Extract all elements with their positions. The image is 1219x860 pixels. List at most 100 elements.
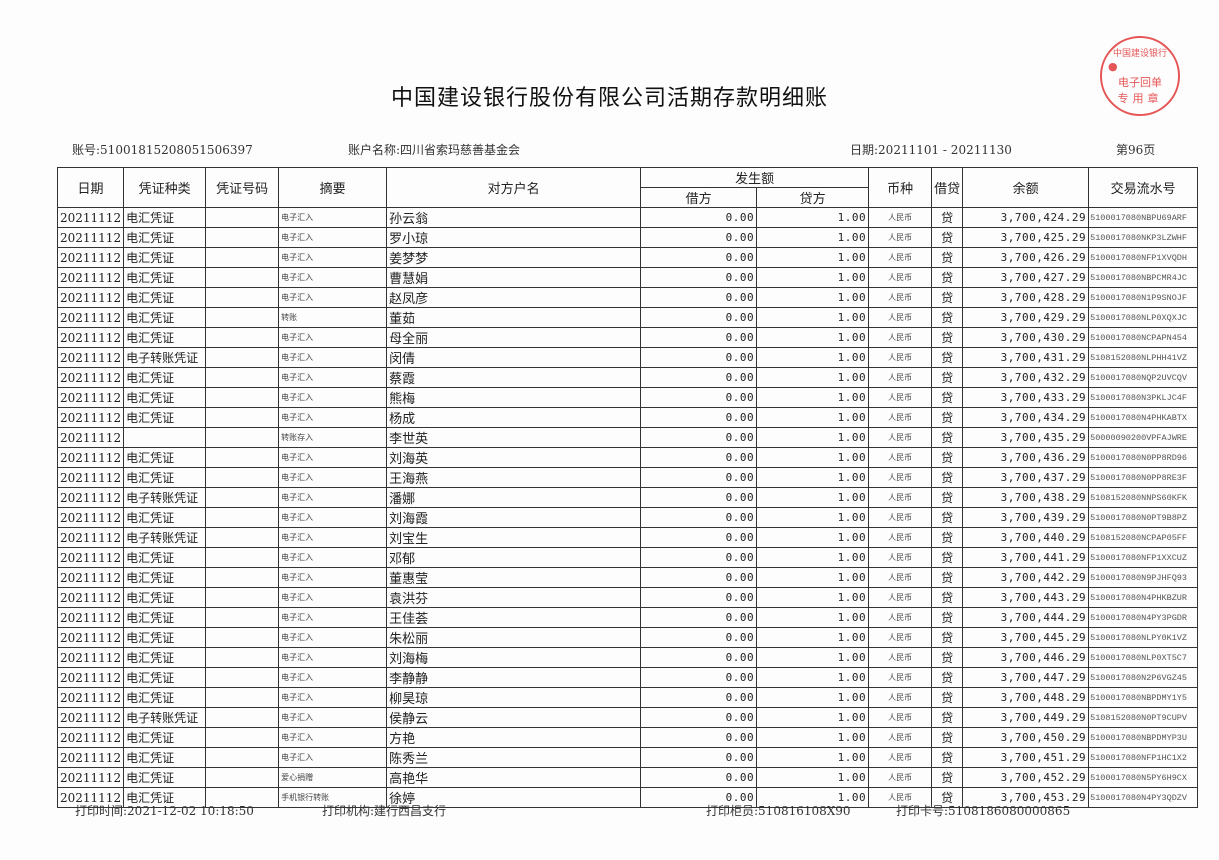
header-credit: 贷方 <box>756 187 870 208</box>
bank-seal-stamp: 中国建设银行 ● 电子回单 专用章 <box>1100 36 1180 116</box>
cell-serial: 5100017080N4PHKBZUR <box>1088 587 1199 608</box>
cell-voucher-type: 电汇凭证 <box>123 627 207 648</box>
cell-summary: 电子汇入 <box>278 467 388 488</box>
cell-dc: 贷 <box>931 227 964 248</box>
header-dc: 借贷 <box>931 167 964 208</box>
cell-balance: 3,700,447.29 <box>962 667 1090 688</box>
header-date: 日期 <box>56 167 125 208</box>
header-amount: 发生额 <box>640 167 870 188</box>
cell-summary: 电子汇入 <box>278 747 388 768</box>
cell-counterparty: 潘娜 <box>386 487 642 508</box>
cell-currency: 人民币 <box>868 347 933 368</box>
cell-serial: 50000090200VPFAJWRE <box>1088 427 1199 448</box>
cell-counterparty: 李世英 <box>386 427 642 448</box>
cell-counterparty: 高艳华 <box>386 767 642 788</box>
cell-summary: 电子汇入 <box>278 387 388 408</box>
cell-credit: 1.00 <box>756 627 870 648</box>
cell-date: 20211112 <box>56 347 125 368</box>
cell-serial: 5100017080NFP1HC1X2 <box>1088 747 1199 768</box>
cell-currency: 人民币 <box>868 607 933 628</box>
cell-counterparty: 侯静云 <box>386 707 642 728</box>
cell-currency: 人民币 <box>868 287 933 308</box>
cell-debit: 0.00 <box>640 307 758 328</box>
cell-serial: 5100017080N3PKLJC4F <box>1088 387 1199 408</box>
cell-date: 20211112 <box>56 647 125 668</box>
cell-voucher-type: 电汇凭证 <box>123 507 207 528</box>
cell-debit: 0.00 <box>640 667 758 688</box>
cell-voucher-type: 电汇凭证 <box>123 687 207 708</box>
cell-serial: 5100017080N4PY3QDZV <box>1088 787 1199 808</box>
cell-credit: 1.00 <box>756 647 870 668</box>
cell-debit: 0.00 <box>640 547 758 568</box>
cell-date: 20211112 <box>56 327 125 348</box>
cell-voucher-type: 电汇凭证 <box>123 247 207 268</box>
table-row: 20211112 电汇凭证 手机银行转账 徐婷 0.00 1.00 人民币贷 3,700,45… <box>56 787 1199 808</box>
cell-balance: 3,700,432.29 <box>962 367 1090 388</box>
cell-counterparty: 刘宝生 <box>386 527 642 548</box>
table-row: 20211112 电子转账凭证 电子汇入 潘娜 0.00 1.00 人民币贷 3,700,43… <box>56 487 1199 508</box>
cell-debit: 0.00 <box>640 207 758 228</box>
table-row: 20211112 电汇凭证 电子汇入 姜梦梦 0.00 1.00 人民币贷 3,700,426… <box>56 247 1199 268</box>
cell-voucher-no <box>205 527 280 548</box>
table-row: 20211112 电汇凭证 爱心捐赠 高艳华 0.00 1.00 人民币贷 3,700,452… <box>56 767 1199 788</box>
cell-serial: 5108152080NLPHH41VZ <box>1088 347 1199 368</box>
cell-dc: 贷 <box>931 327 964 348</box>
header-debit: 借方 <box>640 187 758 208</box>
cell-balance: 3,700,429.29 <box>962 307 1090 328</box>
cell-voucher-no <box>205 587 280 608</box>
cell-voucher-no <box>205 767 280 788</box>
cell-currency: 人民币 <box>868 327 933 348</box>
cell-debit: 0.00 <box>640 527 758 548</box>
cell-serial: 5100017080NLP0XQXJC <box>1088 307 1199 328</box>
cell-currency: 人民币 <box>868 567 933 588</box>
cell-voucher-type: 电汇凭证 <box>123 667 207 688</box>
cell-voucher-type: 电汇凭证 <box>123 727 207 748</box>
cell-balance: 3,700,443.29 <box>962 587 1090 608</box>
cell-balance: 3,700,439.29 <box>962 507 1090 528</box>
cell-debit: 0.00 <box>640 647 758 668</box>
cell-voucher-type: 电汇凭证 <box>123 467 207 488</box>
table-row: 20211112 电汇凭证 电子汇入 杨成 0.00 1.00 人民币贷 3,700,434.… <box>56 407 1199 428</box>
cell-debit: 0.00 <box>640 567 758 588</box>
table-row: 20211112 电汇凭证 电子汇入 曹慧娟 0.00 1.00 人民币贷 3,700,427… <box>56 267 1199 288</box>
cell-voucher-type: 电汇凭证 <box>123 567 207 588</box>
transaction-table: 日期 凭证种类 凭证号码 摘要 对方户名 发生额 币种 借贷 余额 交易流水号 … <box>56 167 1199 808</box>
cell-serial: 5100017080NQP2UVCQV <box>1088 367 1199 388</box>
table-row: 20211112 电汇凭证 电子汇入 方艳 0.00 1.00 人民币贷 3,700,450.… <box>56 727 1199 748</box>
cell-date: 20211112 <box>56 767 125 788</box>
stamp-bank-name: 中国建设银行 <box>1112 49 1167 59</box>
cell-currency: 人民币 <box>868 487 933 508</box>
cell-balance: 3,700,435.29 <box>962 427 1090 448</box>
cell-dc: 贷 <box>931 667 964 688</box>
cell-serial: 5100017080N1P9SNOJF <box>1088 287 1199 308</box>
cell-voucher-type: 电汇凭证 <box>123 407 207 428</box>
cell-summary: 电子汇入 <box>278 247 388 268</box>
cell-currency: 人民币 <box>868 727 933 748</box>
cell-summary: 电子汇入 <box>278 487 388 508</box>
cell-voucher-type: 电汇凭证 <box>123 767 207 788</box>
cell-balance: 3,700,445.29 <box>962 627 1090 648</box>
cell-date: 20211112 <box>56 367 125 388</box>
cell-date: 20211112 <box>56 747 125 768</box>
cell-balance: 3,700,449.29 <box>962 707 1090 728</box>
cell-serial: 5100017080NKP3LZWHF <box>1088 227 1199 248</box>
cell-voucher-type: 电汇凭证 <box>123 607 207 628</box>
cell-summary: 电子汇入 <box>278 647 388 668</box>
cell-credit: 1.00 <box>756 347 870 368</box>
cell-summary: 电子汇入 <box>278 407 388 428</box>
cell-serial: 5100017080N4PY3PGDR <box>1088 607 1199 628</box>
cell-serial: 5100017080N5PY6H9CX <box>1088 767 1199 788</box>
cell-counterparty: 蔡霞 <box>386 367 642 388</box>
cell-currency: 人民币 <box>868 467 933 488</box>
cell-date: 20211112 <box>56 787 125 808</box>
cell-counterparty: 刘海霞 <box>386 507 642 528</box>
header-voucher-no: 凭证号码 <box>205 167 280 208</box>
cell-voucher-no <box>205 207 280 228</box>
cell-dc: 贷 <box>931 287 964 308</box>
cell-date: 20211112 <box>56 627 125 648</box>
cell-dc: 贷 <box>931 347 964 368</box>
cell-counterparty: 母全丽 <box>386 327 642 348</box>
cell-dc: 贷 <box>931 767 964 788</box>
table-row: 20211112 电汇凭证 电子汇入 王海燕 0.00 1.00 人民币贷 3,700,437… <box>56 467 1199 488</box>
cell-balance: 3,700,425.29 <box>962 227 1090 248</box>
